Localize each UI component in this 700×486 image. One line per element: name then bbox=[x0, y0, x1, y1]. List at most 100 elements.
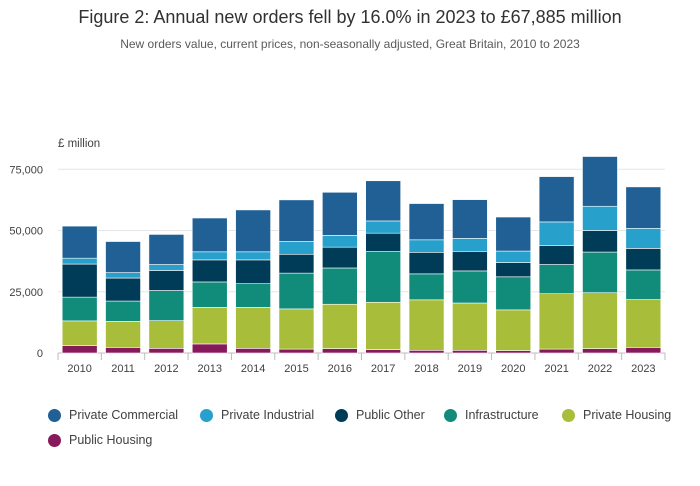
bar-segment-private-industrial[interactable] bbox=[625, 227, 662, 249]
bar-segment-private-housing[interactable] bbox=[538, 293, 575, 350]
bar-stack-2010 bbox=[61, 225, 98, 354]
bar-segment-private-housing[interactable] bbox=[495, 309, 532, 351]
bar-segment-public-housing[interactable] bbox=[278, 348, 315, 354]
bar-segment-private-commercial[interactable] bbox=[191, 217, 228, 253]
bar-segment-private-commercial[interactable] bbox=[625, 186, 662, 229]
bar-segment-public-housing[interactable] bbox=[452, 350, 488, 354]
bar-segment-public-housing[interactable] bbox=[148, 348, 185, 354]
legend-item-private-housing[interactable]: Private Housing bbox=[562, 408, 671, 422]
bar-segment-private-industrial[interactable] bbox=[582, 205, 618, 231]
bar-segment-public-other[interactable] bbox=[148, 270, 185, 291]
bar-segment-private-housing[interactable] bbox=[408, 299, 445, 351]
bar-segment-private-commercial[interactable] bbox=[495, 216, 532, 252]
bar-segment-public-housing[interactable] bbox=[625, 347, 662, 354]
bar-segment-private-industrial[interactable] bbox=[322, 235, 358, 248]
bar-segment-public-housing[interactable] bbox=[191, 343, 228, 354]
bar-segment-infrastructure[interactable] bbox=[365, 251, 401, 303]
bar-segment-private-housing[interactable] bbox=[235, 307, 271, 349]
bar-segment-private-housing[interactable] bbox=[278, 308, 315, 350]
bar-segment-public-other[interactable] bbox=[61, 263, 98, 298]
bar-segment-private-commercial[interactable] bbox=[61, 225, 98, 259]
bar-segment-private-industrial[interactable] bbox=[408, 239, 445, 253]
bar-segment-public-other[interactable] bbox=[495, 262, 532, 278]
legend-label: Private Industrial bbox=[221, 408, 315, 422]
bar-segment-public-other[interactable] bbox=[278, 253, 315, 274]
bar-segment-private-housing[interactable] bbox=[322, 303, 358, 349]
legend-item-infrastructure[interactable]: Infrastructure bbox=[444, 408, 539, 422]
bar-segment-private-housing[interactable] bbox=[191, 307, 228, 345]
bar-segment-infrastructure[interactable] bbox=[191, 281, 228, 308]
bar-segment-public-other[interactable] bbox=[582, 230, 618, 253]
x-tick-label: 2017 bbox=[371, 363, 395, 375]
bar-segment-private-commercial[interactable] bbox=[148, 234, 185, 265]
bar-segment-public-housing[interactable] bbox=[105, 347, 141, 354]
bar-segment-public-other[interactable] bbox=[105, 277, 141, 302]
bar-segment-private-commercial[interactable] bbox=[235, 209, 271, 253]
bar-stack-2020 bbox=[495, 216, 532, 354]
bar-segment-infrastructure[interactable] bbox=[452, 270, 488, 304]
legend-item-private-industrial[interactable]: Private Industrial bbox=[200, 408, 314, 422]
bar-segment-public-housing[interactable] bbox=[495, 350, 532, 354]
legend-item-private-commercial[interactable]: Private Commercial bbox=[48, 408, 178, 422]
x-tick-label: 2018 bbox=[414, 363, 438, 375]
bar-segment-public-other[interactable] bbox=[365, 232, 401, 252]
bar-segment-infrastructure[interactable] bbox=[582, 251, 618, 294]
bar-segment-infrastructure[interactable] bbox=[538, 264, 575, 295]
bar-segment-private-industrial[interactable] bbox=[61, 257, 98, 265]
bar-segment-infrastructure[interactable] bbox=[495, 276, 532, 311]
bar-segment-private-commercial[interactable] bbox=[365, 180, 401, 222]
bar-segment-infrastructure[interactable] bbox=[235, 283, 271, 308]
bar-segment-infrastructure[interactable] bbox=[278, 272, 315, 310]
bar-segment-infrastructure[interactable] bbox=[322, 267, 358, 305]
bar-segment-private-commercial[interactable] bbox=[322, 191, 358, 236]
bar-segment-private-housing[interactable] bbox=[365, 301, 401, 350]
bar-segment-public-housing[interactable] bbox=[235, 348, 271, 354]
legend-item-public-other[interactable]: Public Other bbox=[335, 408, 425, 422]
x-tick-label: 2020 bbox=[501, 363, 525, 375]
bar-segment-private-housing[interactable] bbox=[452, 302, 488, 351]
bar-segment-public-housing[interactable] bbox=[365, 349, 401, 354]
bar-segment-infrastructure[interactable] bbox=[105, 300, 141, 322]
bar-segment-public-other[interactable] bbox=[538, 245, 575, 265]
bar-segment-private-industrial[interactable] bbox=[191, 251, 228, 261]
bar-segment-private-industrial[interactable] bbox=[235, 251, 271, 261]
bar-segment-private-industrial[interactable] bbox=[538, 221, 575, 246]
bar-segment-private-commercial[interactable] bbox=[582, 156, 618, 207]
bar-segment-private-industrial[interactable] bbox=[365, 220, 401, 234]
bar-segment-private-industrial[interactable] bbox=[452, 238, 488, 252]
bar-segment-public-housing[interactable] bbox=[538, 348, 575, 354]
bar-segment-private-commercial[interactable] bbox=[278, 199, 315, 242]
bar-segment-private-housing[interactable] bbox=[61, 320, 98, 346]
bar-segment-private-industrial[interactable] bbox=[105, 272, 141, 279]
bar-segment-public-other[interactable] bbox=[625, 248, 662, 271]
bar-segment-infrastructure[interactable] bbox=[148, 290, 185, 321]
bar-segment-private-housing[interactable] bbox=[582, 292, 618, 349]
bar-segment-public-other[interactable] bbox=[235, 259, 271, 284]
bar-segment-private-commercial[interactable] bbox=[408, 203, 445, 241]
bar-segment-private-commercial[interactable] bbox=[452, 199, 488, 239]
bar-segment-private-industrial[interactable] bbox=[495, 250, 532, 263]
bar-segment-public-housing[interactable] bbox=[61, 345, 98, 354]
bar-segment-public-other[interactable] bbox=[191, 259, 228, 283]
bar-segment-infrastructure[interactable] bbox=[625, 269, 662, 300]
bar-segment-public-other[interactable] bbox=[322, 246, 358, 269]
bar-segment-infrastructure[interactable] bbox=[61, 296, 98, 322]
bar-segment-private-housing[interactable] bbox=[105, 321, 141, 348]
bar-segment-infrastructure[interactable] bbox=[408, 273, 445, 301]
bar-segment-private-commercial[interactable] bbox=[538, 176, 575, 223]
bar-segment-private-industrial[interactable] bbox=[278, 241, 315, 255]
bar-segment-public-other[interactable] bbox=[408, 252, 445, 275]
bar-stack-2014 bbox=[235, 209, 271, 354]
bar-segment-public-housing[interactable] bbox=[408, 350, 445, 354]
bar-segment-public-housing[interactable] bbox=[582, 348, 618, 354]
legend-label: Public Housing bbox=[69, 433, 153, 447]
bar-segment-public-housing[interactable] bbox=[322, 348, 358, 354]
bar-segment-private-housing[interactable] bbox=[625, 299, 662, 348]
bar-segment-private-industrial[interactable] bbox=[148, 264, 185, 271]
legend-item-public-housing[interactable]: Public Housing bbox=[48, 433, 152, 447]
bar-segment-public-other[interactable] bbox=[452, 251, 488, 272]
bar-segment-private-commercial[interactable] bbox=[105, 241, 141, 273]
x-tick-label: 2021 bbox=[544, 363, 568, 375]
bar-segment-private-housing[interactable] bbox=[148, 320, 185, 349]
